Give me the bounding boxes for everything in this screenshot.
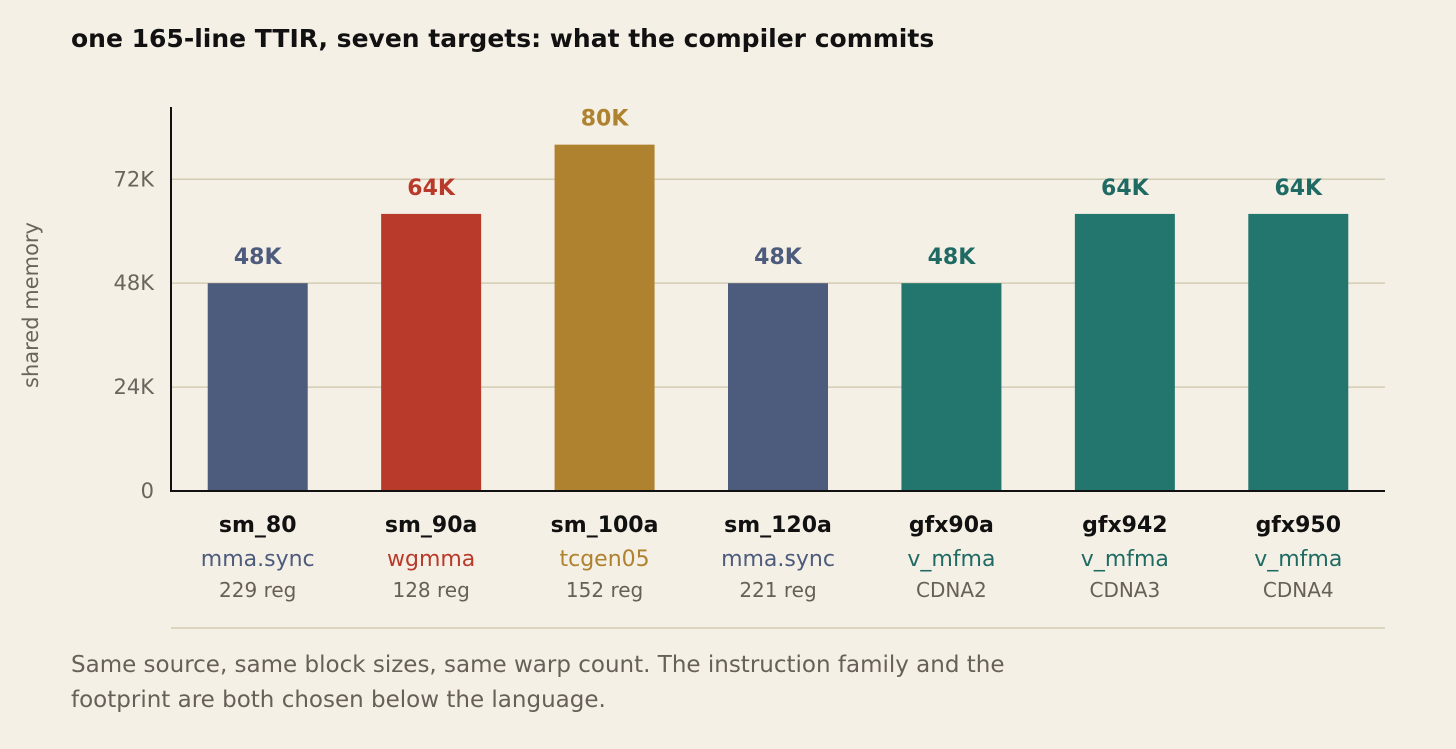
- bar-value-label: 48K: [928, 245, 977, 270]
- x-instruction-label: v_mfma: [1081, 547, 1169, 572]
- x-detail-label: 152 reg: [566, 578, 643, 602]
- bar: [207, 283, 308, 491]
- x-detail-label: 128 reg: [392, 578, 469, 602]
- x-detail-label: CDNA3: [1089, 578, 1160, 602]
- x-instruction-label: mma.sync: [721, 547, 835, 572]
- bar-value-label: 64K: [1274, 176, 1323, 201]
- bar: [1074, 213, 1175, 491]
- bar-value-label: 64K: [1101, 176, 1150, 201]
- bar: [728, 283, 828, 491]
- x-instruction-label: wgmma: [387, 547, 475, 572]
- bar: [901, 283, 1002, 491]
- x-detail-label: 229 reg: [219, 578, 296, 602]
- bar-value-label: 64K: [407, 176, 456, 201]
- bar: [1248, 213, 1349, 491]
- bar: [381, 213, 482, 491]
- x-category-label: sm_120a: [724, 513, 832, 538]
- bar: [554, 144, 655, 492]
- x-category-label: gfx942: [1082, 513, 1167, 538]
- label-layer: 0 24K 48K 72K 48K sm_80 mma.sync 229 reg 64K sm_9…: [114, 107, 1343, 602]
- x-category-label: gfx950: [1256, 513, 1341, 538]
- bar-value-label: 48K: [754, 245, 803, 270]
- x-category-label: gfx90a: [909, 513, 994, 538]
- x-category-label: sm_80: [219, 513, 297, 538]
- x-instruction-label: v_mfma: [1254, 547, 1342, 572]
- x-detail-label: CDNA2: [916, 578, 987, 602]
- x-detail-label: 221 reg: [739, 578, 816, 602]
- axis-layer: [170, 107, 1385, 629]
- x-category-label: sm_90a: [385, 513, 477, 538]
- x-instruction-label: mma.sync: [201, 547, 315, 572]
- chart-caption: Same source, same block sizes, same warp…: [71, 652, 1005, 713]
- bar-layer: [207, 144, 1349, 492]
- y-tick-label: 72K: [114, 167, 156, 191]
- x-instruction-label: tcgen05: [559, 547, 649, 572]
- x-detail-label: CDNA4: [1263, 578, 1334, 602]
- x-category-label: sm_100a: [551, 513, 659, 538]
- x-instruction-label: v_mfma: [907, 547, 995, 572]
- y-tick-label: 24K: [114, 375, 156, 399]
- bar-value-label: 80K: [581, 107, 630, 132]
- bar-value-label: 48K: [234, 245, 283, 270]
- chart-title: one 165-line TTIR, seven targets: what t…: [71, 24, 935, 53]
- y-tick-label: 0: [141, 479, 154, 503]
- y-tick-label: 48K: [114, 271, 156, 295]
